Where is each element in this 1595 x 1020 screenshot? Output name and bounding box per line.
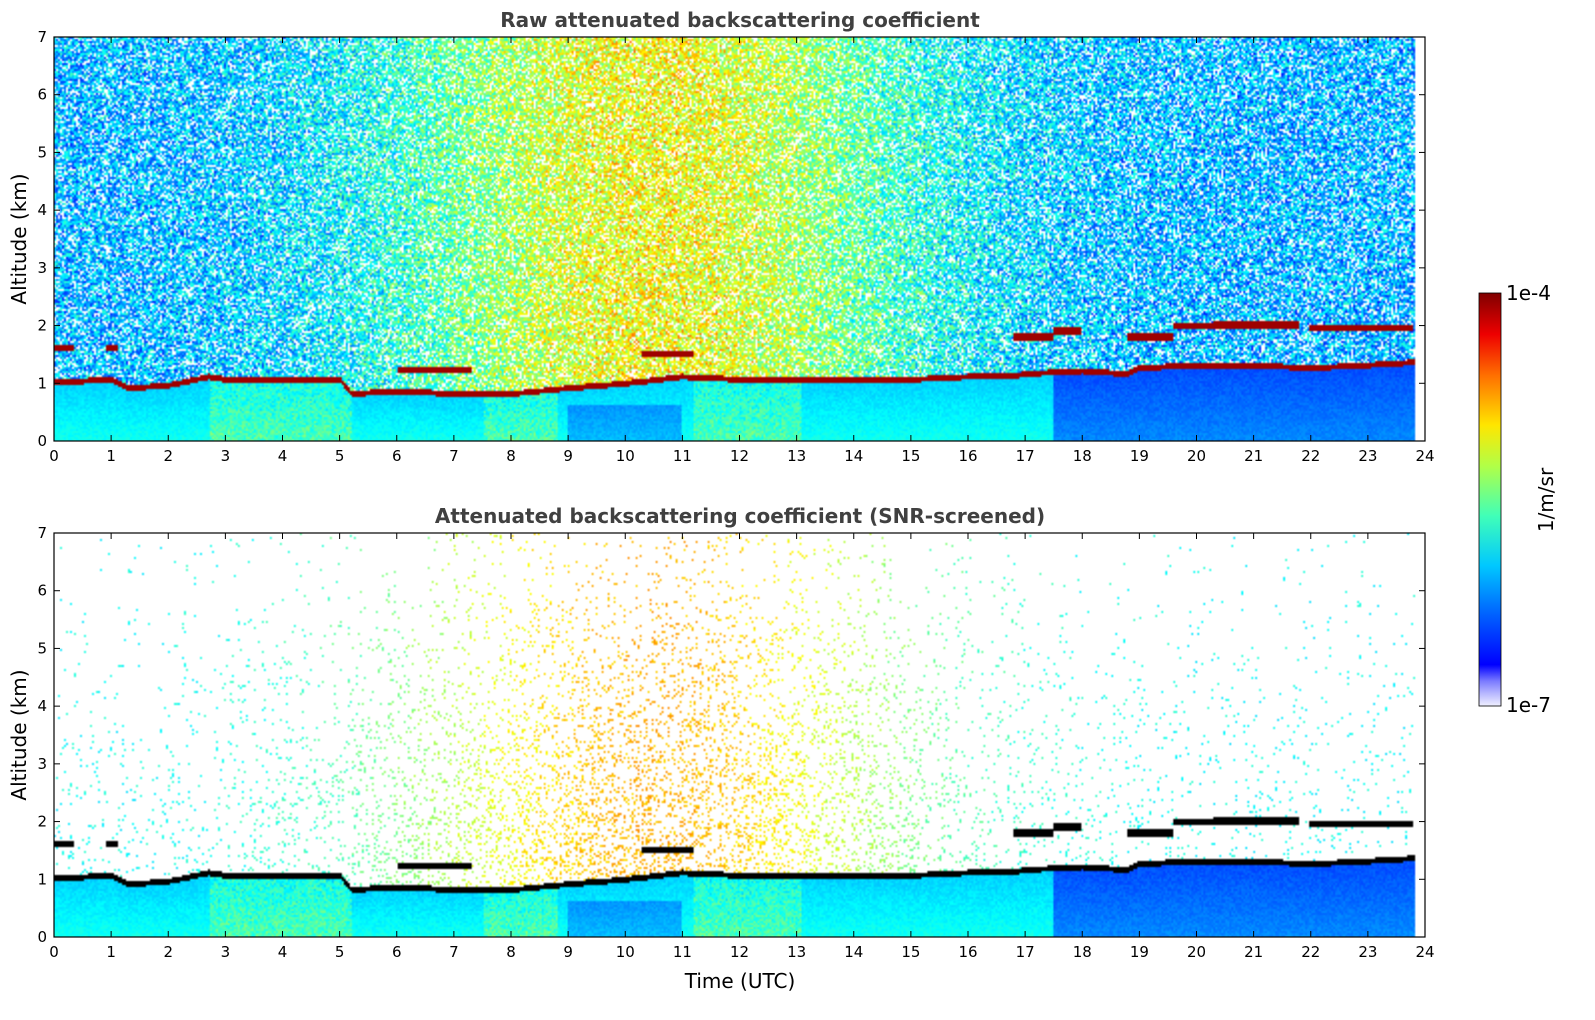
y-tick-label: 5: [37, 143, 47, 161]
x-tick-label: 18: [1073, 943, 1092, 961]
y-tick-label: 2: [37, 317, 47, 335]
x-tick-label: 17: [1016, 447, 1035, 465]
x-tick-label: 5: [335, 943, 345, 961]
x-tick-label: 7: [449, 447, 459, 465]
x-tick-label: 19: [1130, 943, 1149, 961]
snr-screened-panel: Attenuated backscattering coefficient (S…: [7, 504, 1435, 993]
x-tick-label: 24: [1415, 943, 1434, 961]
chart-title: Raw attenuated backscattering coefficien…: [500, 8, 980, 32]
y-axis-label: Altitude (km): [7, 173, 31, 304]
y-tick-label: 7: [37, 28, 47, 46]
backscatter-heatmap: [54, 533, 1425, 937]
x-tick-label: 3: [221, 447, 231, 465]
x-tick-label: 1: [106, 943, 116, 961]
x-tick-label: 22: [1301, 447, 1320, 465]
x-tick-label: 16: [958, 447, 977, 465]
y-tick-label: 6: [37, 582, 47, 600]
x-tick-label: 7: [449, 943, 459, 961]
colorbar-min-label: 1e-7: [1506, 693, 1551, 717]
y-tick-label: 6: [37, 86, 47, 104]
colorbar-max-label: 1e-4: [1506, 281, 1551, 305]
x-tick-label: 6: [392, 447, 402, 465]
x-tick-label: 8: [506, 943, 516, 961]
x-tick-label: 0: [49, 943, 59, 961]
x-tick-label: 18: [1073, 447, 1092, 465]
y-tick-label: 0: [37, 432, 47, 450]
colorbar-gradient: [1478, 292, 1502, 707]
x-tick-label: 1: [106, 447, 116, 465]
x-axis-label: Time (UTC): [684, 969, 796, 993]
x-tick-label: 23: [1358, 447, 1377, 465]
backscatter-heatmap: [54, 37, 1425, 441]
y-tick-label: 7: [37, 524, 47, 542]
x-tick-label: 5: [335, 447, 345, 465]
colorbar: 1e-4 1e-7 1/m/sr: [1478, 281, 1558, 717]
x-tick-label: 16: [958, 943, 977, 961]
y-tick-label: 4: [37, 697, 47, 715]
x-tick-label: 0: [49, 447, 59, 465]
x-tick-label: 15: [901, 943, 920, 961]
x-tick-label: 23: [1358, 943, 1377, 961]
colorbar-unit-label: 1/m/sr: [1534, 467, 1558, 532]
x-tick-label: 12: [730, 943, 749, 961]
y-tick-label: 3: [37, 755, 47, 773]
x-tick-label: 12: [730, 447, 749, 465]
x-tick-label: 3: [221, 943, 231, 961]
x-tick-label: 17: [1016, 943, 1035, 961]
x-tick-label: 20: [1187, 943, 1206, 961]
x-tick-label: 20: [1187, 447, 1206, 465]
x-tick-label: 11: [673, 943, 692, 961]
x-tick-label: 14: [844, 943, 863, 961]
x-tick-label: 22: [1301, 943, 1320, 961]
y-tick-label: 0: [37, 928, 47, 946]
y-tick-label: 4: [37, 201, 47, 219]
x-tick-label: 21: [1244, 447, 1263, 465]
x-tick-label: 10: [616, 447, 635, 465]
y-axis-label: Altitude (km): [7, 669, 31, 800]
y-tick-label: 1: [37, 374, 47, 392]
raw-backscatter-panel: Raw attenuated backscattering coefficien…: [7, 8, 1435, 465]
y-tick-label: 1: [37, 870, 47, 888]
x-tick-label: 10: [616, 943, 635, 961]
y-tick-label: 3: [37, 259, 47, 277]
x-tick-label: 19: [1130, 447, 1149, 465]
x-tick-label: 14: [844, 447, 863, 465]
y-tick-label: 5: [37, 639, 47, 657]
x-tick-label: 9: [563, 447, 573, 465]
chart-title: Attenuated backscattering coefficient (S…: [435, 504, 1045, 528]
x-tick-label: 13: [787, 943, 806, 961]
x-tick-label: 6: [392, 943, 402, 961]
x-tick-label: 4: [278, 447, 288, 465]
y-tick-label: 2: [37, 813, 47, 831]
x-tick-label: 11: [673, 447, 692, 465]
x-tick-label: 9: [563, 943, 573, 961]
x-tick-label: 15: [901, 447, 920, 465]
x-tick-label: 13: [787, 447, 806, 465]
x-tick-label: 21: [1244, 943, 1263, 961]
x-tick-label: 2: [163, 447, 173, 465]
x-tick-label: 24: [1415, 447, 1434, 465]
x-tick-label: 2: [163, 943, 173, 961]
x-tick-label: 4: [278, 943, 288, 961]
x-tick-label: 8: [506, 447, 516, 465]
